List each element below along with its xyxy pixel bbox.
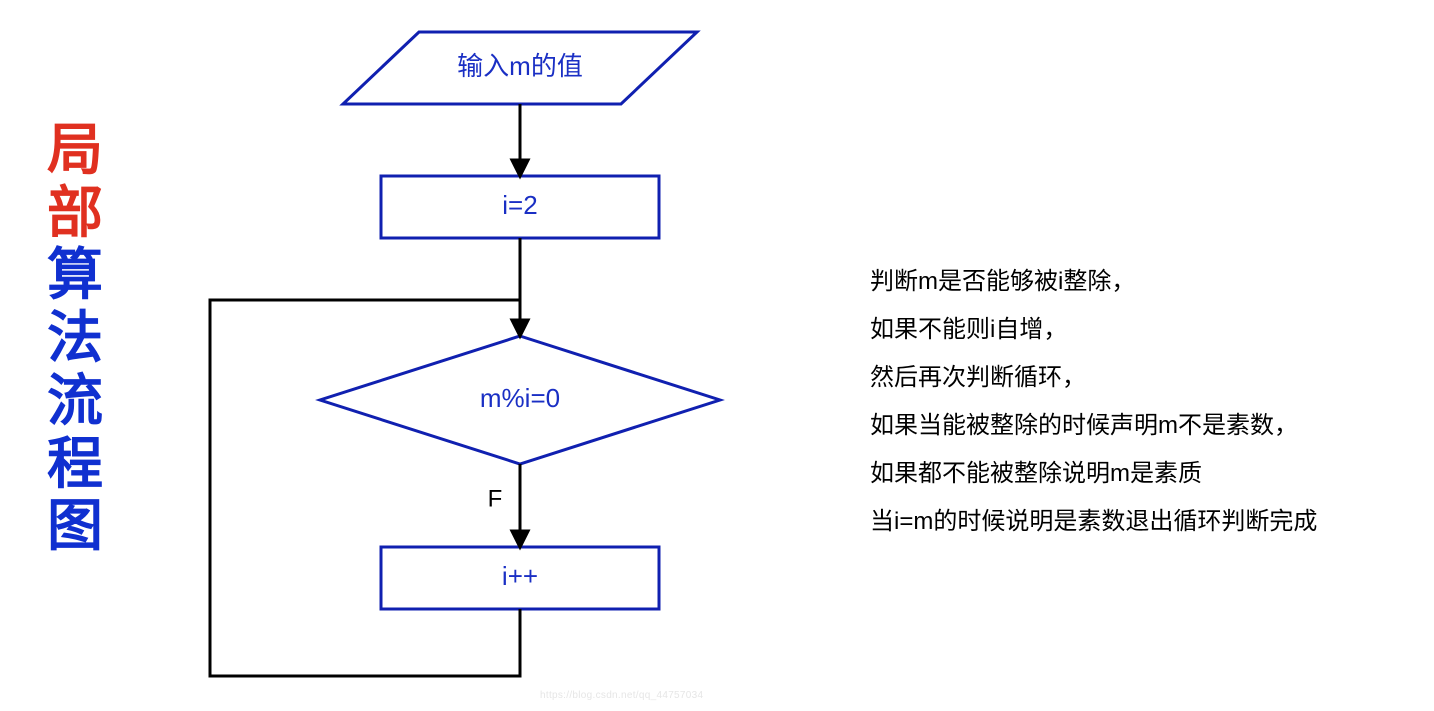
node-label-inc: i++	[502, 561, 538, 591]
node-label-cond: m%i=0	[480, 383, 560, 413]
title-char-3: 法	[40, 308, 110, 371]
title-char-6: 图	[40, 496, 110, 559]
edge-label-2: F	[488, 485, 503, 512]
node-label-input: 输入m的值	[457, 51, 583, 81]
title-char-5: 程	[40, 434, 110, 497]
title-char-0: 局	[40, 120, 110, 183]
edge-3	[210, 300, 520, 676]
desc-line-5: 当i=m的时候说明是素数退出循环判断完成	[870, 498, 1317, 546]
flowchart-svg: 输入m的值 i=2 m%i=0 i++ F	[150, 10, 850, 710]
title-char-1: 部	[40, 183, 110, 246]
node-label-init: i=2	[502, 190, 537, 220]
desc-line-3: 如果当能被整除的时候声明m不是素数，	[870, 402, 1317, 450]
description-block: 判断m是否能够被i整除， 如果不能则i自增， 然后再次判断循环， 如果当能被整除…	[870, 258, 1317, 546]
root: 局 部 算 法 流 程 图 输入m的值 i=2 m%i=0 i++ F 判断m是否能够被…	[0, 0, 1434, 711]
vertical-title: 局 部 算 法 流 程 图	[40, 120, 110, 559]
watermark-text: https://blog.csdn.net/qq_44757034	[540, 690, 703, 701]
desc-line-2: 然后再次判断循环，	[870, 354, 1317, 402]
desc-line-0: 判断m是否能够被i整除，	[870, 258, 1317, 306]
desc-line-1: 如果不能则i自增，	[870, 306, 1317, 354]
desc-line-4: 如果都不能被整除说明m是素质	[870, 450, 1317, 498]
title-char-4: 流	[40, 371, 110, 434]
title-char-2: 算	[40, 245, 110, 308]
